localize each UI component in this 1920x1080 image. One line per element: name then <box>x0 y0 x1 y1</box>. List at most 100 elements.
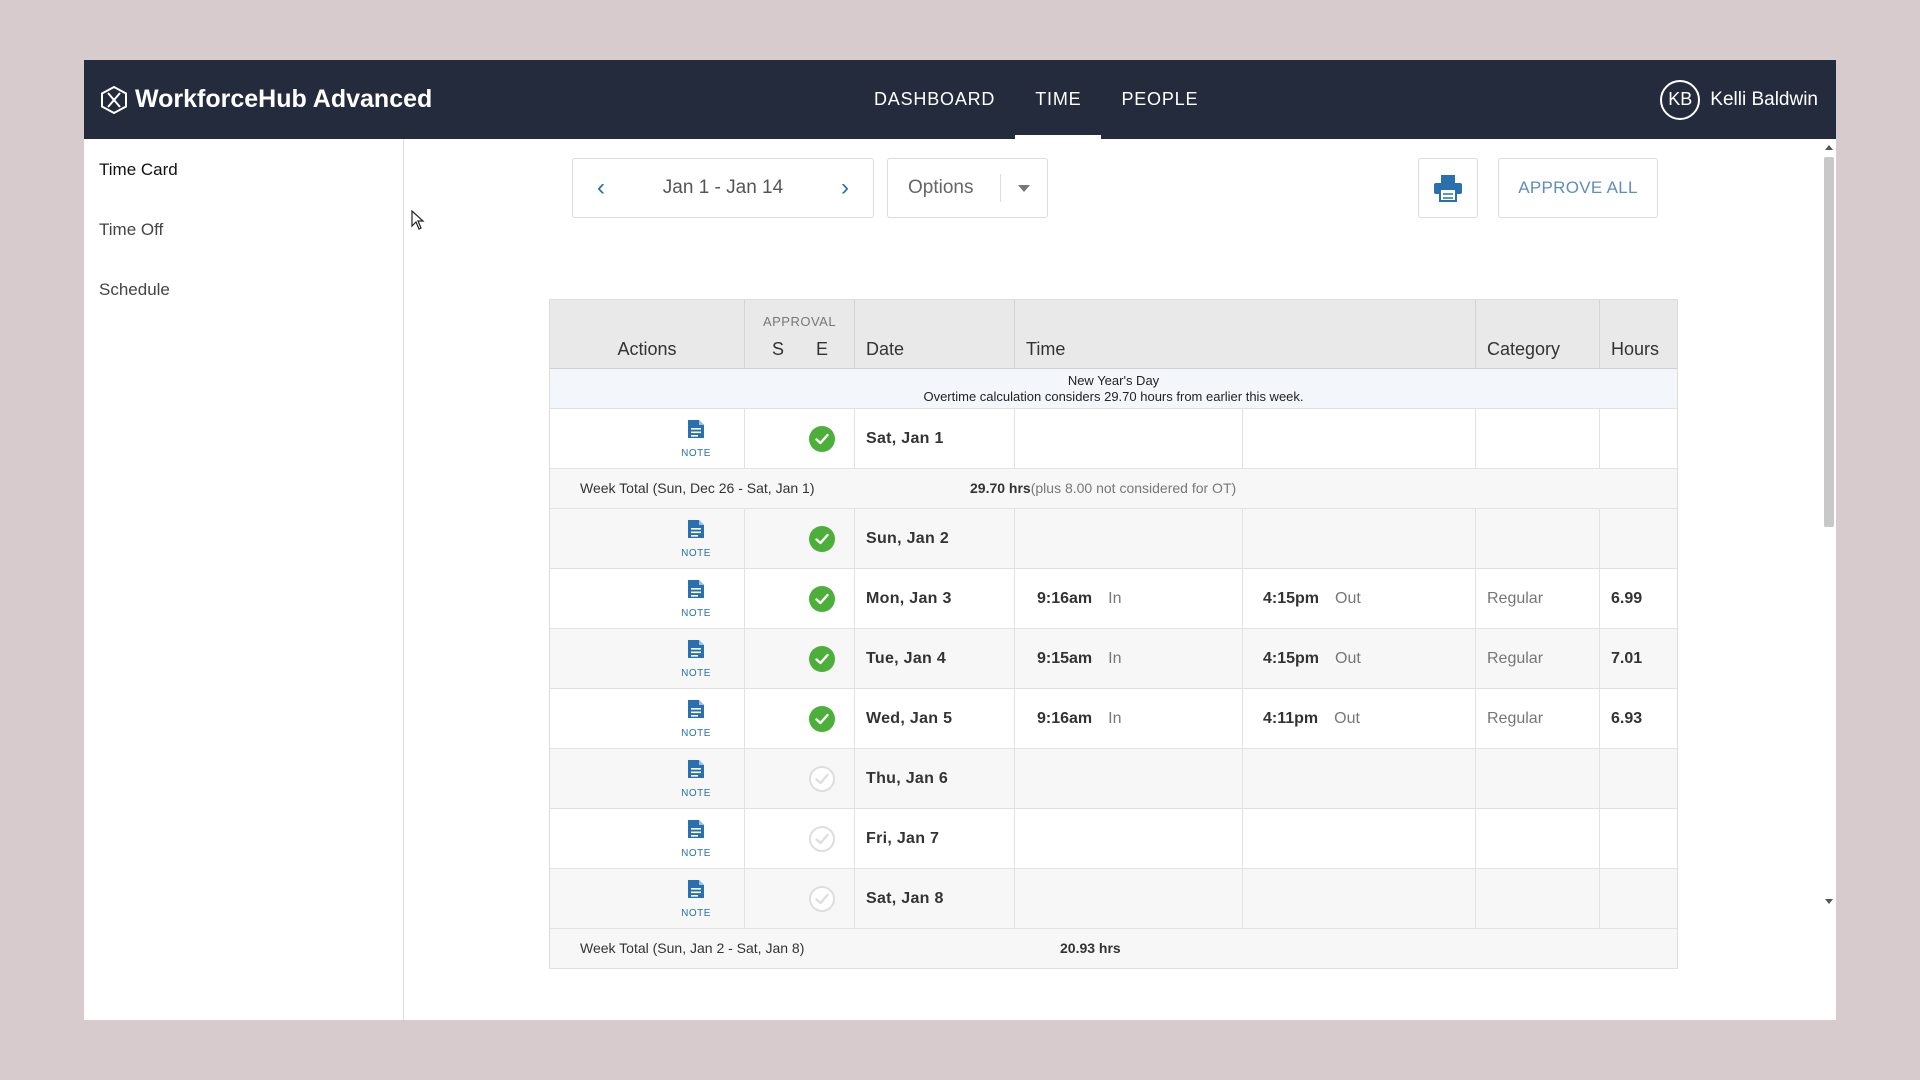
actions-cell: NOTE <box>550 689 745 748</box>
table-row: NOTE Sun, Jan 2 <box>550 509 1677 569</box>
sidebar: Time Card Time Off Schedule <box>84 139 404 1020</box>
note-button[interactable]: NOTE <box>680 639 712 679</box>
scroll-down-arrow-icon[interactable] <box>1825 899 1833 904</box>
options-label[interactable]: Options <box>908 177 974 198</box>
unapproved-check-icon[interactable] <box>809 826 835 852</box>
app-window: WorkforceHub Advanced DASHBOARD TIME PEO… <box>84 60 1836 1020</box>
time-out-cell[interactable] <box>1243 749 1476 808</box>
sidebar-item-time-off[interactable]: Time Off <box>99 220 164 239</box>
col-category-label: Category <box>1487 339 1561 359</box>
col-date[interactable]: Date <box>855 300 1015 368</box>
note-button[interactable]: NOTE <box>680 879 712 919</box>
note-label: NOTE <box>681 448 711 459</box>
note-button[interactable]: NOTE <box>680 419 712 459</box>
time-in-cell[interactable] <box>1015 809 1243 868</box>
time-in-cell[interactable] <box>1015 409 1243 468</box>
note-label: NOTE <box>681 788 711 799</box>
row-category: Regular <box>1487 589 1544 607</box>
scroll-thumb[interactable] <box>1824 157 1834 527</box>
actions-cell: NOTE <box>550 809 745 868</box>
col-time[interactable]: Time <box>1015 300 1476 368</box>
row-hours: 7.01 <box>1611 649 1643 667</box>
time-out-value: 4:11pm <box>1263 709 1319 727</box>
unapproved-check-icon[interactable] <box>809 886 835 912</box>
col-time-label: Time <box>1026 339 1066 359</box>
note-button[interactable]: NOTE <box>680 819 712 859</box>
nav-dashboard[interactable]: DASHBOARD <box>874 89 996 109</box>
col-hours[interactable]: Hours <box>1600 300 1679 368</box>
scroll-up-arrow-icon[interactable] <box>1825 145 1833 150</box>
note-button[interactable]: NOTE <box>680 579 712 619</box>
holiday-detail: Overtime calculation considers 29.70 hou… <box>923 389 1304 404</box>
table-row: NOTE Mon, Jan 3 9:16am In 4:15pm Out Regular 6.… <box>550 569 1677 629</box>
user-name[interactable]: Kelli Baldwin <box>1710 88 1818 110</box>
date-cell: Mon, Jan 3 <box>855 569 1015 628</box>
document-icon <box>687 519 705 544</box>
time-in-cell[interactable]: 9:16am In <box>1015 569 1243 628</box>
category-cell[interactable] <box>1476 409 1600 468</box>
col-approval-e: E <box>816 339 829 359</box>
actions-cell: NOTE <box>550 569 745 628</box>
note-button[interactable]: NOTE <box>680 519 712 559</box>
sidebar-item-time-card[interactable]: Time Card <box>99 160 178 179</box>
nav-people[interactable]: PEOPLE <box>1121 89 1199 109</box>
approved-check-icon[interactable] <box>809 646 835 672</box>
category-cell[interactable] <box>1476 509 1600 568</box>
time-card-table: Actions APPROVAL S E Date Time Category <box>549 299 1678 969</box>
approved-check-icon[interactable] <box>809 526 835 552</box>
mouse-cursor-icon <box>411 210 425 230</box>
approved-check-icon[interactable] <box>809 586 835 612</box>
time-in-value: 9:16am <box>1037 589 1093 607</box>
row-date: Tue, Jan 4 <box>866 649 947 667</box>
chevron-left-icon[interactable]: ‹ <box>597 174 605 201</box>
time-in-cell[interactable]: 9:15am In <box>1015 629 1243 688</box>
category-cell[interactable]: Regular <box>1476 569 1600 628</box>
time-in-cell[interactable] <box>1015 509 1243 568</box>
time-out-cell[interactable]: 4:15pm Out <box>1243 569 1476 628</box>
time-in-cell[interactable] <box>1015 749 1243 808</box>
category-cell[interactable]: Regular <box>1476 629 1600 688</box>
approved-check-icon[interactable] <box>809 426 835 452</box>
time-out-cell[interactable]: 4:11pm Out <box>1243 689 1476 748</box>
date-range-navigator: ‹ Jan 1 - Jan 14 › <box>572 158 874 218</box>
date-range-label[interactable]: Jan 1 - Jan 14 <box>662 177 784 198</box>
print-button[interactable] <box>1418 158 1478 218</box>
printer-icon <box>1434 175 1462 202</box>
week-total-label: Week Total (Sun, Jan 2 - Sat, Jan 8) <box>580 940 805 956</box>
chevron-right-icon[interactable]: › <box>840 174 849 201</box>
nav-time[interactable]: TIME <box>1015 60 1102 139</box>
date-cell: Wed, Jan 5 <box>855 689 1015 748</box>
row-date: Sat, Jan 8 <box>866 889 944 907</box>
time-in-label: In <box>1108 649 1122 667</box>
time-out-cell[interactable]: 4:15pm Out <box>1243 629 1476 688</box>
brand[interactable]: WorkforceHub Advanced <box>99 60 432 139</box>
hours-cell <box>1600 749 1679 808</box>
options-dropdown[interactable]: Options <box>887 158 1048 218</box>
category-cell[interactable] <box>1476 869 1600 928</box>
approved-check-icon[interactable] <box>809 706 835 732</box>
actions-cell: NOTE <box>550 409 745 468</box>
week-total-hours: 29.70 hrs <box>970 480 1031 496</box>
time-out-cell[interactable] <box>1243 509 1476 568</box>
avatar[interactable]: KB <box>1660 79 1701 120</box>
note-button[interactable]: NOTE <box>680 699 712 739</box>
category-cell[interactable] <box>1476 749 1600 808</box>
time-out-cell[interactable] <box>1243 409 1476 468</box>
approve-all-button[interactable]: APPROVE ALL <box>1498 158 1658 218</box>
col-category[interactable]: Category <box>1476 300 1600 368</box>
date-cell: Sat, Jan 1 <box>855 409 1015 468</box>
category-cell[interactable]: Regular <box>1476 689 1600 748</box>
sidebar-item-schedule[interactable]: Schedule <box>99 280 170 299</box>
table-row: NOTE Wed, Jan 5 9:16am In 4:11pm Out Regular 6.… <box>550 689 1677 749</box>
time-in-cell[interactable]: 9:16am In <box>1015 689 1243 748</box>
time-out-cell[interactable] <box>1243 809 1476 868</box>
note-button[interactable]: NOTE <box>680 759 712 799</box>
unapproved-check-icon[interactable] <box>809 766 835 792</box>
scrollbar[interactable] <box>1822 139 1836 910</box>
caret-down-icon[interactable] <box>1001 184 1047 192</box>
category-cell[interactable] <box>1476 809 1600 868</box>
user-menu[interactable]: KB Kelli Baldwin <box>1660 60 1818 139</box>
time-in-cell[interactable] <box>1015 869 1243 928</box>
time-out-cell[interactable] <box>1243 869 1476 928</box>
date-cell: Sat, Jan 8 <box>855 869 1015 928</box>
